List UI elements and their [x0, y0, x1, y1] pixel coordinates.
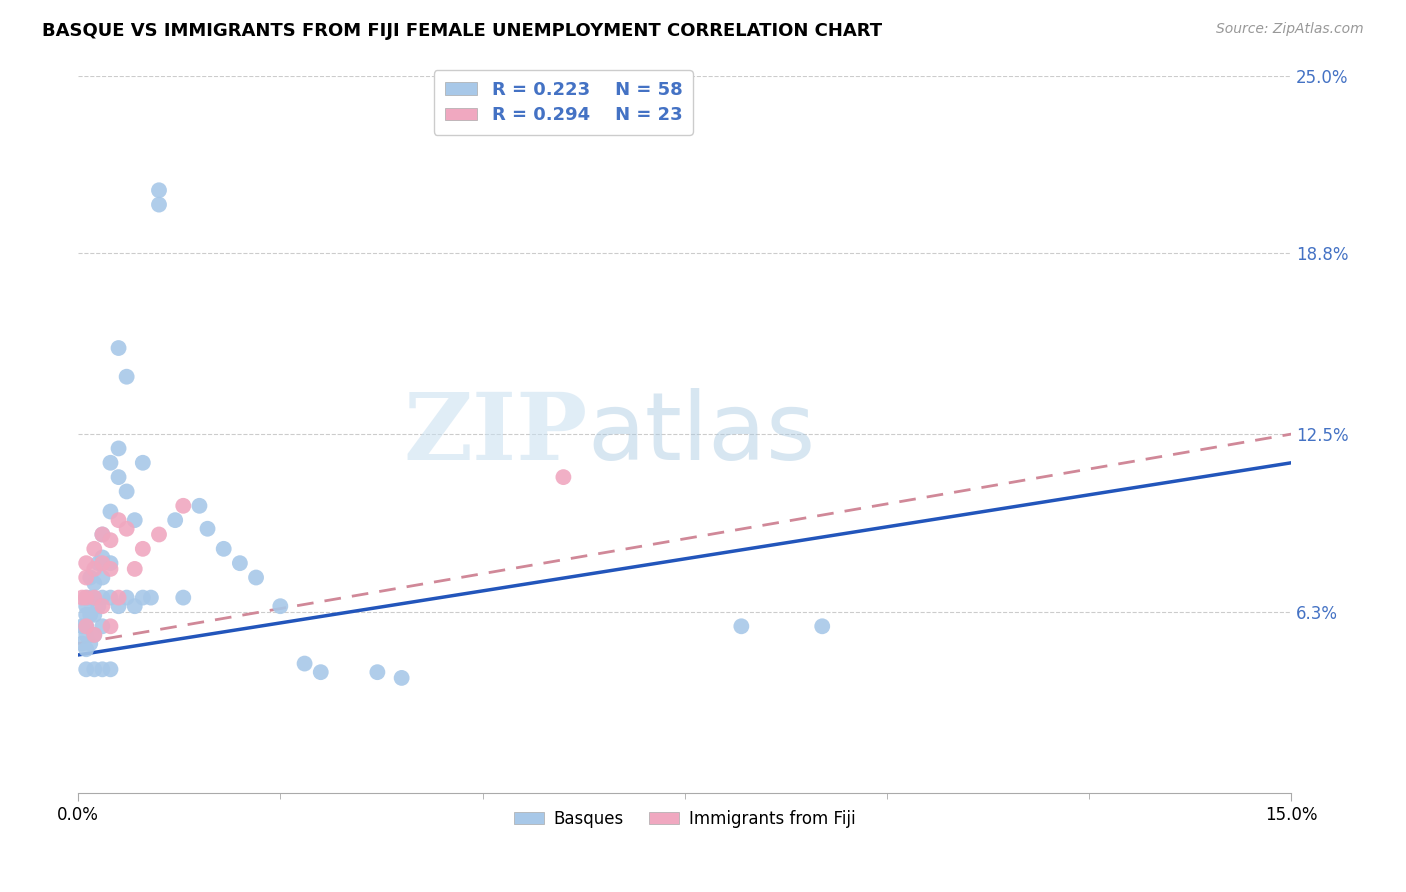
Point: [553, 470, 575, 484]
Point: [91, 599, 114, 614]
Point: [91, 527, 114, 541]
Point: [91, 550, 114, 565]
Point: [115, 591, 138, 605]
Point: [730, 619, 752, 633]
Point: [294, 657, 316, 671]
Point: [115, 522, 138, 536]
Text: ZIP: ZIP: [404, 389, 588, 479]
Point: [100, 662, 122, 676]
Point: [91, 619, 114, 633]
Point: [107, 591, 129, 605]
Point: [100, 533, 122, 548]
Point: [188, 499, 211, 513]
Point: [79, 636, 101, 650]
Point: [75, 607, 97, 622]
Point: [75, 570, 97, 584]
Point: [83, 607, 105, 622]
Point: [811, 619, 834, 633]
Point: [79, 591, 101, 605]
Point: [75, 591, 97, 605]
Point: [124, 513, 146, 527]
Point: [107, 470, 129, 484]
Point: [107, 599, 129, 614]
Point: [212, 541, 235, 556]
Point: [100, 456, 122, 470]
Point: [75, 556, 97, 570]
Point: [75, 628, 97, 642]
Point: [75, 599, 97, 614]
Point: [309, 665, 332, 680]
Point: [132, 456, 155, 470]
Point: [79, 607, 101, 622]
Point: [269, 599, 291, 614]
Text: atlas: atlas: [588, 388, 815, 480]
Legend: Basques, Immigrants from Fiji: Basques, Immigrants from Fiji: [508, 803, 862, 835]
Point: [172, 591, 194, 605]
Text: BASQUE VS IMMIGRANTS FROM FIJI FEMALE UNEMPLOYMENT CORRELATION CHART: BASQUE VS IMMIGRANTS FROM FIJI FEMALE UN…: [42, 22, 883, 40]
Point: [148, 197, 170, 211]
Point: [70, 636, 93, 650]
Point: [115, 484, 138, 499]
Point: [229, 556, 252, 570]
Point: [87, 599, 110, 614]
Point: [391, 671, 413, 685]
Point: [83, 662, 105, 676]
Point: [132, 591, 155, 605]
Point: [148, 183, 170, 197]
Point: [75, 619, 97, 633]
Point: [366, 665, 388, 680]
Point: [91, 556, 114, 570]
Point: [100, 619, 122, 633]
Point: [83, 591, 105, 605]
Point: [91, 570, 114, 584]
Point: [83, 576, 105, 591]
Point: [75, 619, 97, 633]
Point: [245, 570, 267, 584]
Point: [132, 541, 155, 556]
Point: [91, 527, 114, 541]
Text: Source: ZipAtlas.com: Source: ZipAtlas.com: [1216, 22, 1364, 37]
Point: [75, 662, 97, 676]
Point: [83, 541, 105, 556]
Point: [107, 513, 129, 527]
Point: [91, 591, 114, 605]
Point: [91, 662, 114, 676]
Point: [139, 591, 162, 605]
Point: [70, 591, 93, 605]
Point: [83, 591, 105, 605]
Point: [83, 628, 105, 642]
Point: [124, 562, 146, 576]
Point: [75, 591, 97, 605]
Point: [79, 570, 101, 584]
Point: [100, 562, 122, 576]
Point: [107, 341, 129, 355]
Point: [124, 599, 146, 614]
Point: [165, 513, 187, 527]
Point: [75, 642, 97, 657]
Point: [115, 369, 138, 384]
Point: [197, 522, 219, 536]
Point: [83, 562, 105, 576]
Point: [100, 591, 122, 605]
Point: [83, 628, 105, 642]
Point: [70, 619, 93, 633]
Point: [172, 499, 194, 513]
Point: [107, 442, 129, 456]
Point: [87, 556, 110, 570]
Point: [148, 527, 170, 541]
Point: [100, 504, 122, 518]
Point: [100, 556, 122, 570]
